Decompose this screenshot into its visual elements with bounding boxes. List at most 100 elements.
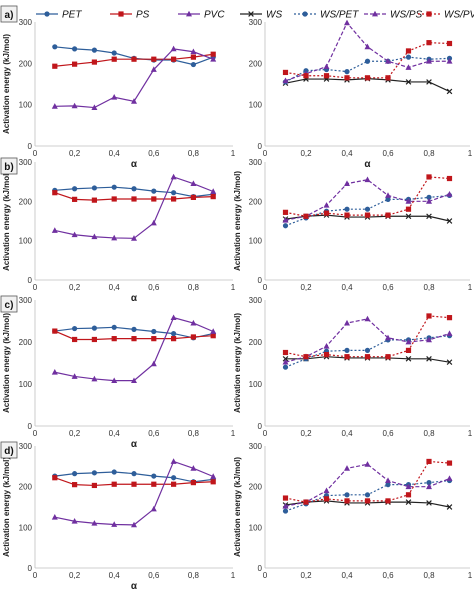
data-point (171, 331, 177, 337)
data-point (446, 359, 453, 365)
series-line (285, 78, 450, 92)
data-point (323, 202, 330, 208)
series-line (285, 21, 450, 82)
series-pvc (51, 458, 217, 528)
y-axis-label: Activation energy (kJ/mol) (2, 171, 11, 271)
legend-item: PET (36, 10, 82, 21)
x-tick-label: 0,2 (300, 149, 312, 158)
legend-label: WS (266, 10, 282, 21)
x-tick-label: 0,6 (382, 149, 394, 158)
data-point (282, 495, 289, 501)
x-tick-label: 0,4 (341, 429, 353, 438)
series-pvc (51, 173, 217, 241)
legend-marker (426, 11, 432, 17)
data-point (170, 45, 177, 52)
series-ps (52, 328, 216, 343)
data-point (344, 75, 350, 81)
data-point (210, 56, 217, 62)
data-point (405, 347, 412, 353)
data-point (364, 206, 371, 212)
y-tick-label: 300 (249, 296, 263, 305)
series-ps (52, 51, 216, 69)
x-tick-label: 0 (33, 283, 38, 292)
x-tick-label: 0,8 (188, 429, 200, 438)
data-point (151, 196, 157, 202)
data-point (111, 324, 117, 330)
x-tick-label: 0,4 (341, 283, 353, 292)
data-point (190, 61, 196, 68)
data-point (282, 77, 289, 84)
data-point (344, 19, 350, 26)
x-tick-label: 1 (468, 283, 473, 292)
data-point (446, 88, 453, 95)
data-point (385, 477, 391, 483)
panel-label-box (0, 441, 18, 459)
y-tick-label: 300 (19, 296, 33, 305)
panel-d-left: 0 100 200 300 0 0,2 0,4 0,6 0,8 1 Activation energ… (0, 441, 236, 592)
series-ws-ps (282, 19, 453, 84)
data-point (385, 482, 391, 488)
x-tick-label: 1 (468, 571, 473, 580)
data-point (323, 343, 330, 349)
data-point (385, 196, 391, 202)
x-tick-label: 0,6 (148, 429, 160, 438)
legend-marker (372, 10, 378, 17)
data-point (151, 336, 157, 342)
y-tick-label: 200 (19, 59, 33, 68)
data-point (282, 223, 289, 229)
data-point (426, 198, 432, 204)
data-point (210, 473, 217, 479)
y-axis-label: Activation energy (kJ/mol) (2, 313, 11, 413)
data-point (72, 336, 78, 343)
data-point (323, 352, 330, 358)
data-point (131, 521, 137, 528)
legend-label: WS/PS (390, 10, 423, 21)
panel-b-right: 0 100 200 300 0 0,2 0,4 0,6 0,8 1 Activation energ… (233, 158, 473, 292)
series-ws-pet (282, 192, 453, 229)
data-point (131, 377, 137, 384)
x-tick-label: 0,8 (423, 571, 435, 580)
data-point (190, 194, 196, 200)
x-tick-label: 0,4 (341, 149, 353, 158)
data-point (190, 334, 196, 340)
data-point (282, 358, 289, 365)
data-point (364, 347, 371, 353)
series-ps (52, 475, 216, 489)
y-axis-label: Activation energy (kJ/mol) (2, 457, 11, 557)
data-point (426, 174, 432, 180)
legend-item: WS/PVC (418, 10, 474, 21)
panel-d-right: 0 100 200 300 0 0,2 0,4 0,6 0,8 1 Activation energ… (233, 442, 473, 580)
data-point (91, 185, 97, 191)
data-point (210, 479, 216, 485)
data-point (364, 498, 371, 504)
x-tick-label: 0,6 (148, 149, 160, 158)
panel-label: c) (5, 300, 14, 311)
x-tick-label: 0,6 (148, 571, 160, 580)
x-tick-label: 0,2 (300, 283, 312, 292)
y-axis-label: Activation energy (kJ/mol) (233, 313, 242, 413)
data-point (303, 499, 309, 505)
data-point (111, 481, 117, 487)
data-point (426, 336, 432, 343)
y-tick-label: 300 (19, 442, 33, 451)
legend-label: WS/PVC (444, 10, 474, 21)
y-tick-label: 100 (249, 237, 263, 246)
y-axis-label: Activation energy (kJ/mol) (233, 171, 242, 271)
y-tick-label: 200 (249, 338, 263, 347)
y-tick-label: 0 (28, 142, 33, 151)
data-point (364, 461, 371, 467)
series-line (285, 463, 450, 507)
data-point (131, 336, 137, 342)
data-point (72, 482, 78, 488)
data-point (170, 173, 177, 180)
y-tick-label: 200 (19, 483, 33, 492)
data-point (344, 465, 350, 471)
data-point (171, 196, 177, 202)
data-point (52, 328, 58, 334)
panel-label: a) (5, 10, 14, 21)
x-axis-label: α (131, 293, 138, 304)
data-point (210, 333, 216, 339)
data-point (385, 334, 391, 341)
series-ps (52, 190, 216, 203)
